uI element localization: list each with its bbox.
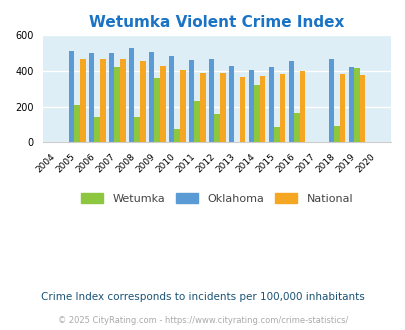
Bar (74, 105, 80, 143)
Bar (333, 126, 339, 143)
Bar (353, 68, 359, 143)
Bar (328, 59, 333, 143)
Bar (359, 75, 364, 143)
Bar (254, 85, 259, 143)
Bar (239, 77, 245, 143)
Bar (94, 117, 100, 143)
Text: © 2025 CityRating.com - https://www.cityrating.com/crime-statistics/: © 2025 CityRating.com - https://www.city… (58, 315, 347, 325)
Bar (248, 70, 254, 143)
Bar (134, 116, 140, 143)
Bar (259, 76, 265, 143)
Legend: Wetumka, Oklahoma, National: Wetumka, Oklahoma, National (81, 193, 352, 204)
Bar (274, 127, 279, 143)
Bar (348, 67, 353, 143)
Bar (279, 74, 285, 143)
Bar (188, 60, 194, 143)
Bar (120, 59, 125, 143)
Bar (179, 70, 185, 143)
Bar (68, 51, 74, 143)
Bar (228, 66, 234, 143)
Bar (214, 114, 220, 143)
Bar (199, 73, 205, 143)
Bar (194, 101, 199, 143)
Bar (220, 73, 225, 143)
Bar (168, 56, 174, 143)
Text: Crime Index corresponds to incidents per 100,000 inhabitants: Crime Index corresponds to incidents per… (41, 292, 364, 302)
Bar (154, 78, 160, 143)
Bar (268, 67, 274, 143)
Bar (128, 48, 134, 143)
Bar (208, 58, 214, 143)
Bar (294, 113, 299, 143)
Bar (288, 61, 294, 143)
Bar (109, 53, 114, 143)
Bar (100, 58, 105, 143)
Title: Wetumka Violent Crime Index: Wetumka Violent Crime Index (89, 15, 344, 30)
Bar (339, 74, 345, 143)
Bar (148, 52, 154, 143)
Bar (299, 71, 305, 143)
Bar (80, 58, 85, 143)
Bar (89, 53, 94, 143)
Bar (140, 61, 145, 143)
Bar (160, 66, 165, 143)
Bar (114, 67, 120, 143)
Bar (174, 129, 179, 143)
